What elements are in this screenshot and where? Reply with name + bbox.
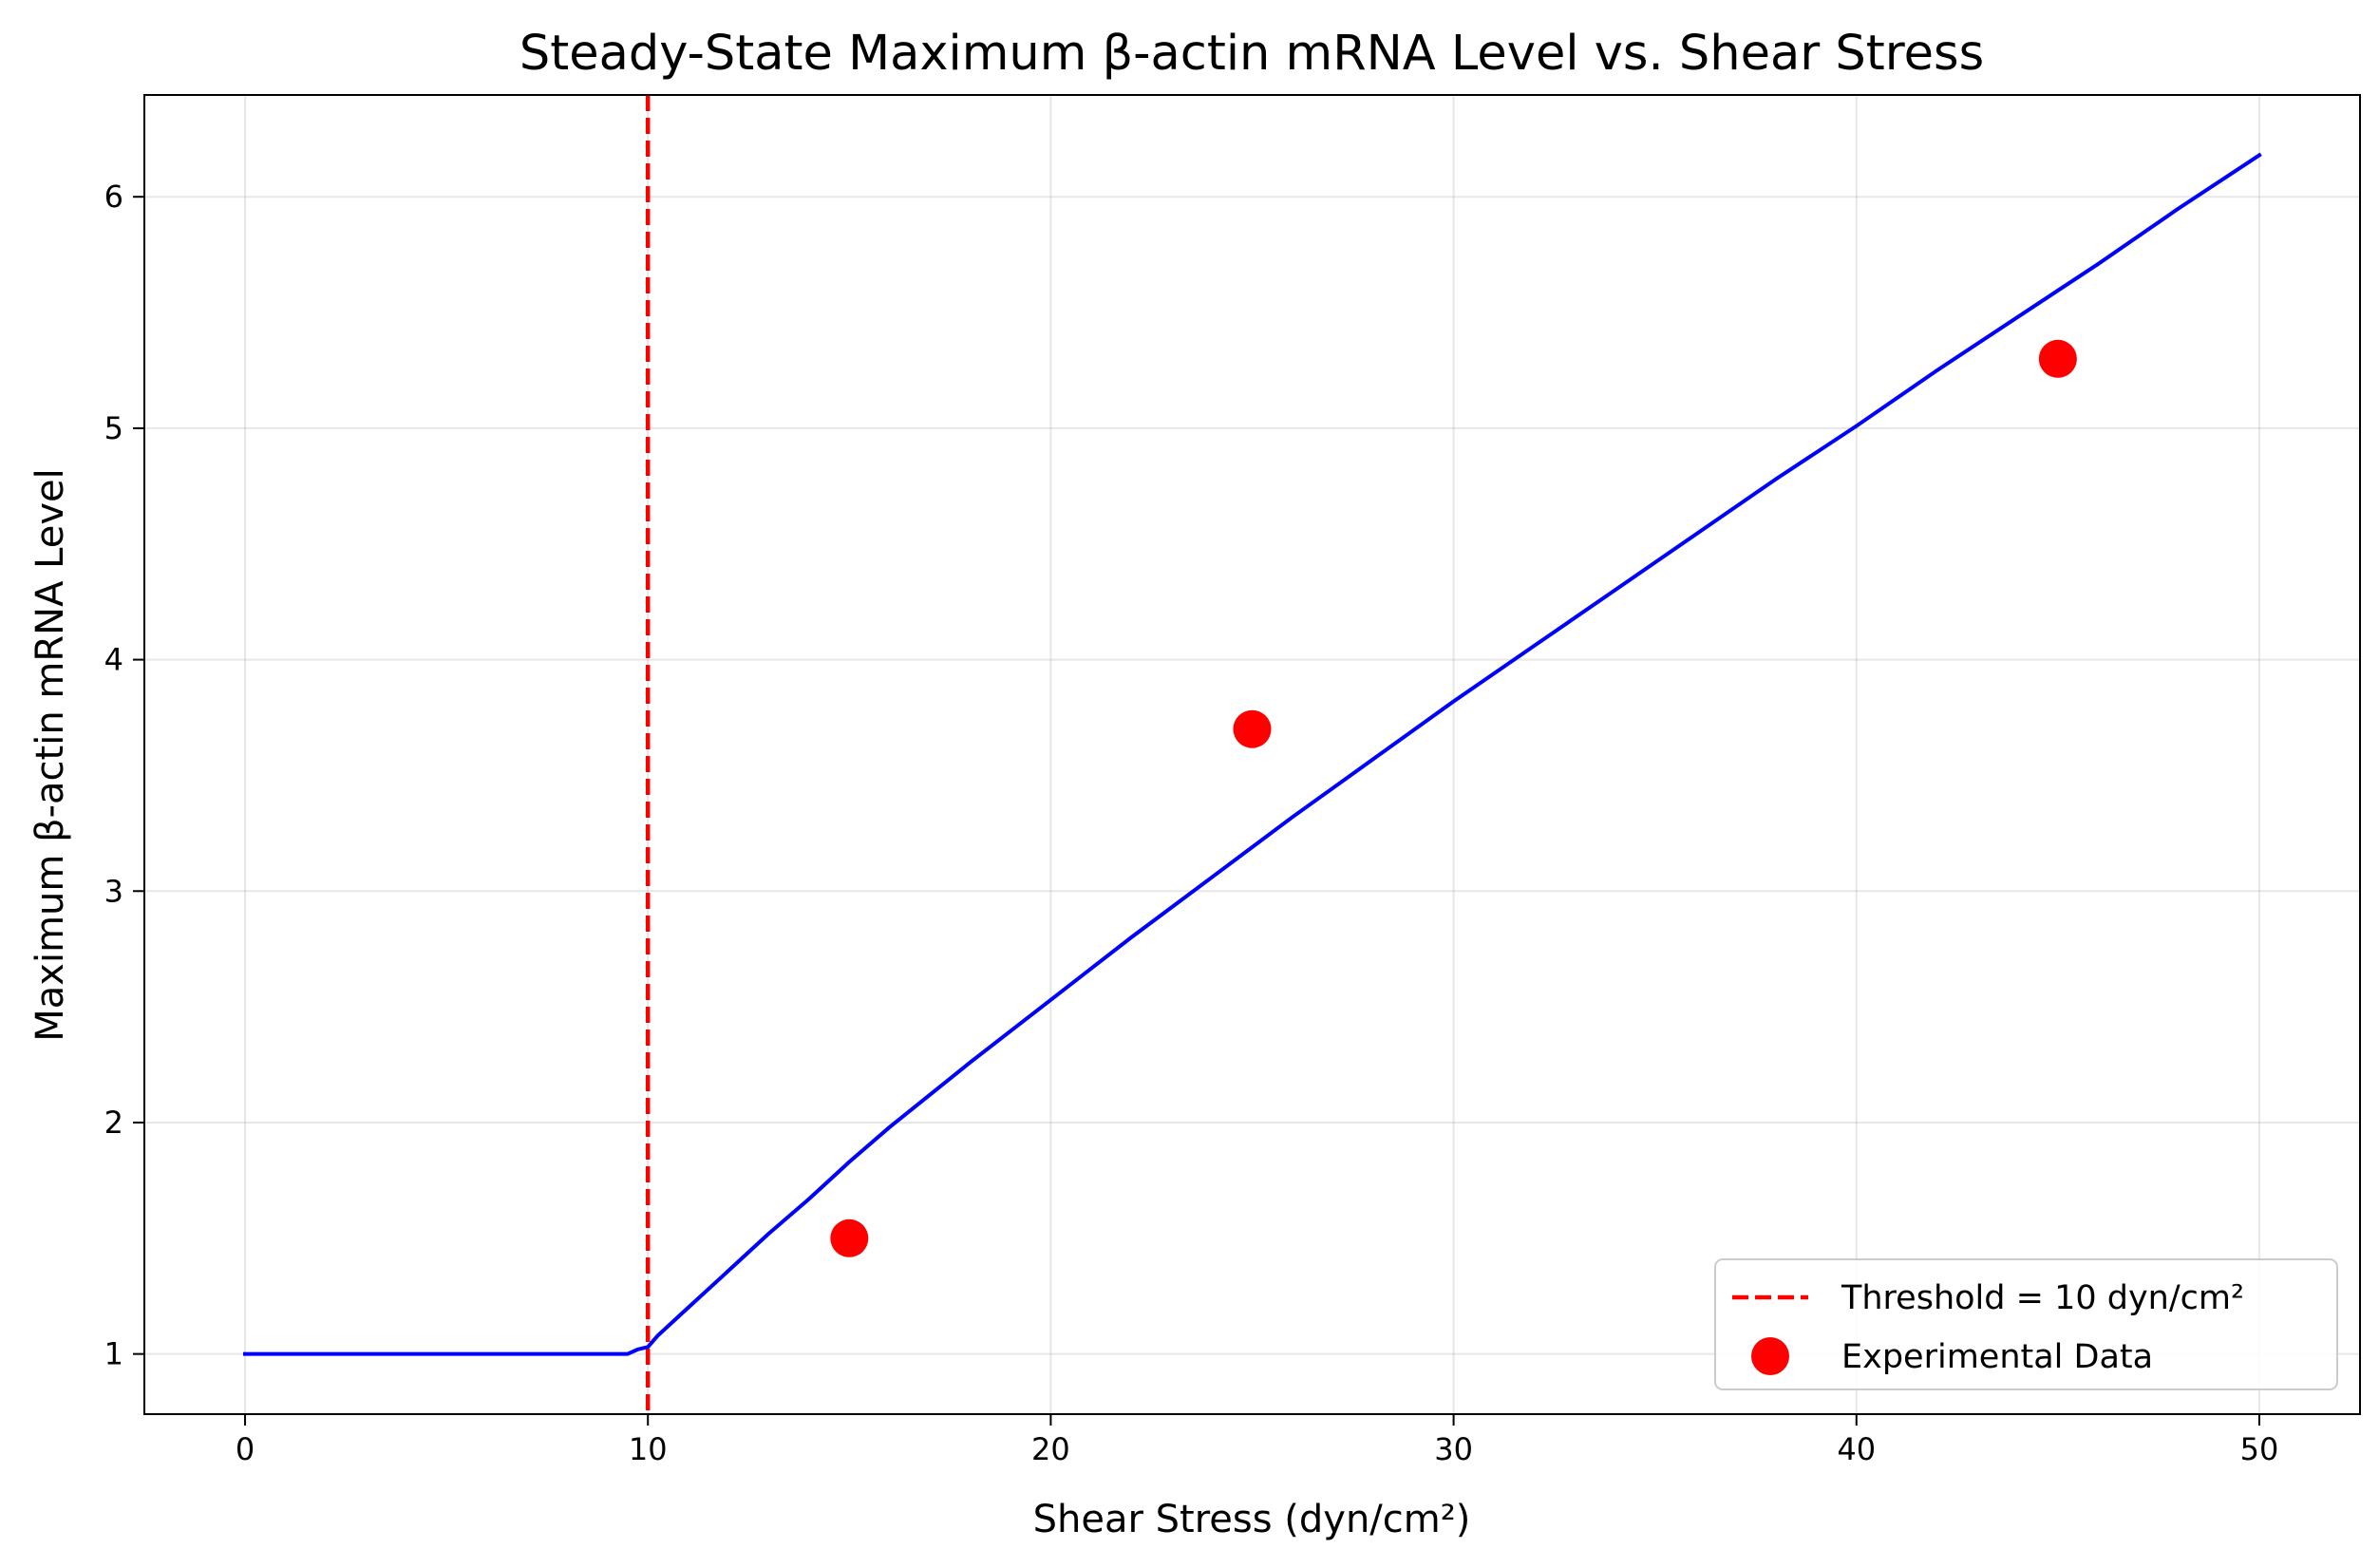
legend: Threshold = 10 dyn/cm² Experimental Data [1714, 1258, 2338, 1390]
axis-ticks [133, 196, 2260, 1426]
x-tick-label: 20 [1031, 1431, 1070, 1467]
plot-frame [143, 94, 2361, 1415]
y-tick-label: 4 [104, 642, 123, 678]
experimental-data-points [830, 339, 2077, 1257]
x-tick-label: 10 [629, 1431, 668, 1467]
y-tick-label: 3 [104, 873, 123, 909]
legend-scatter-label: Experimental Data [1841, 1338, 2153, 1376]
x-tick-label: 50 [2240, 1431, 2279, 1467]
model-curve-line [243, 152, 2262, 1356]
legend-scatter-swatch [1751, 1337, 1789, 1375]
plot-area [243, 95, 2262, 1414]
x-tick-label: 30 [1434, 1431, 1473, 1467]
chart-title: Steady-State Maximum β-actin mRNA Level … [519, 26, 1984, 82]
experimental-data-point [1233, 709, 1272, 748]
y-tick-label: 1 [104, 1336, 123, 1372]
x-tick-label: 0 [236, 1431, 255, 1467]
experimental-data-point [2038, 339, 2077, 378]
experimental-data-point [830, 1219, 869, 1257]
y-tick-label: 6 [104, 179, 123, 215]
x-axis-title: Shear Stress (dyn/cm²) [1033, 1498, 1471, 1541]
tick-labels: 0 10 20 30 40 50 1 2 3 4 5 6 [104, 179, 2279, 1467]
y-axis-title: Maximum β-actin mRNA Level [28, 468, 72, 1041]
legend-threshold-label: Threshold = 10 dyn/cm² [1841, 1279, 2244, 1317]
y-tick-label: 5 [104, 410, 123, 446]
x-tick-label: 40 [1837, 1431, 1876, 1467]
legend-box [1714, 1258, 2338, 1390]
y-tick-label: 2 [104, 1105, 123, 1141]
